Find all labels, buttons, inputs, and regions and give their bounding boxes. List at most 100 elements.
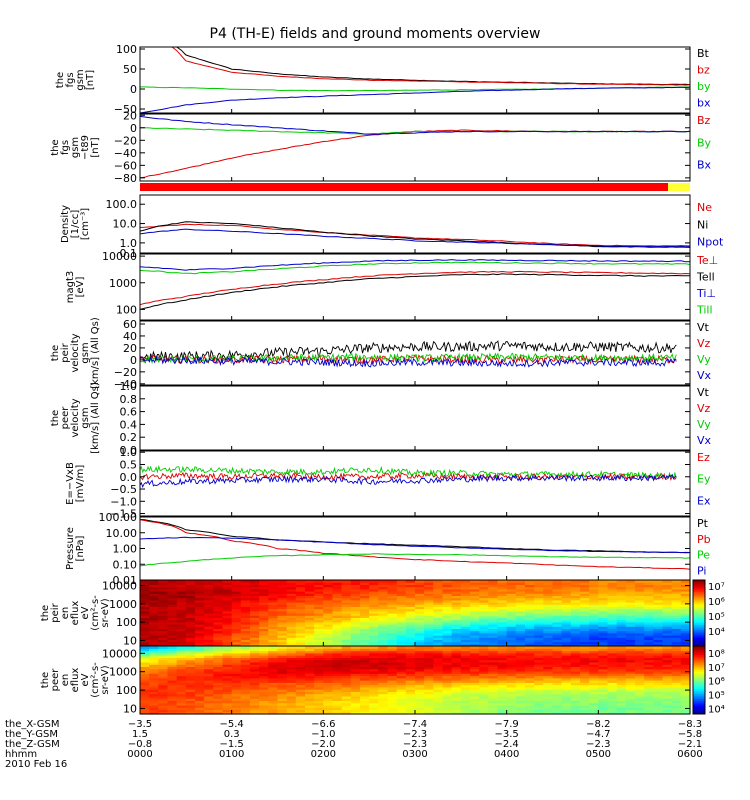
y-axis-label: gsm [80,407,91,428]
spectrogram-cell [424,666,434,670]
spectrogram-cell [295,650,306,654]
spectrogram-cell [644,626,654,629]
spectrogram-cell [570,582,581,585]
spectrogram-cell [506,693,517,697]
spectrogram-cell [213,639,224,643]
spectrogram-cell [470,630,480,634]
spectrogram-cell [589,664,599,667]
y-axis-label: gsm [75,69,86,90]
spectrogram-cell [149,695,159,699]
spectrogram-cell [506,595,517,599]
spectrogram-cell [360,668,370,672]
spectrogram-cell [277,580,288,583]
spectrogram-cell [625,606,636,610]
spectrogram-cell [635,680,645,683]
series-line-Till [139,261,691,275]
spectrogram-cell [488,610,499,614]
spectrogram-cell [369,608,379,612]
spectrogram-cell [470,659,480,663]
spectrogram-cell [424,584,434,588]
spectrogram-cell [662,639,673,643]
colorbar-segment [693,647,705,650]
spectrogram-cell [176,675,187,679]
spectrogram-cell [506,630,517,634]
spectrogram-cell [506,659,517,663]
spectrogram-cell [323,615,334,618]
spectrogram-cell [616,637,627,640]
spectrogram-cell [415,617,425,621]
spectrogram-cell [314,684,324,688]
spectrogram-cell [424,604,434,607]
y-tick-label: 0.0 [120,471,138,484]
spectrogram-cell [616,602,627,605]
spectrogram-cell [204,673,214,677]
spectrogram-cell [460,666,471,670]
spectrogram-cell [350,588,361,592]
spectrogram-cell [525,659,535,663]
spectrogram-cell [552,677,563,681]
spectrogram-cell [497,661,508,665]
spectrogram-cell [442,637,453,640]
spectrogram-cell [286,689,297,692]
spectrogram-cell [515,650,526,654]
spectrogram-cell [488,632,499,636]
spectrogram-cell [396,628,407,632]
spectrogram-cell [378,689,389,692]
spectrogram-cell [286,709,297,713]
spectrogram-cell [644,664,654,667]
spectrogram-cell [451,580,462,583]
spectrogram-cell [497,648,508,652]
spectrogram-cell [534,610,544,614]
spectrogram-cell [543,619,554,623]
spectrogram-cell [167,668,178,672]
spectrogram-cell [277,606,288,610]
spectrogram-cell [277,608,288,612]
spectrogram-cell [140,664,150,667]
spectrogram-cell [231,700,242,704]
spectrogram-cell [341,608,352,612]
spectrogram-cell [149,689,159,692]
spectrogram-cell [534,588,544,592]
spectrogram-cell [506,657,517,661]
spectrogram-cell [543,641,554,645]
series-line-Ex [139,473,677,488]
spectrogram-cell [433,652,444,656]
spectrogram-cell [314,635,324,638]
spectrogram-cell [525,637,535,640]
spectrogram-cell [460,702,471,706]
spectrogram-cell [405,661,416,665]
spectrogram-cell [305,582,315,585]
series-line-Pb [139,519,691,570]
spectrogram-cell [680,613,691,616]
spectrogram-cell [561,702,572,706]
spectrogram-cell [543,637,554,640]
spectrogram-cell [671,617,682,621]
spectrogram-cell [277,624,288,627]
spectrogram-cell [470,632,480,636]
spectrogram-cell [635,602,645,605]
spectrogram-cell [506,580,517,583]
spectrogram-cell [405,584,416,588]
spectrogram-cell [341,591,352,594]
spectrogram-cell [479,602,489,605]
spectrogram-cell [607,588,618,592]
spectrogram-cell [323,664,334,667]
legend-entry: Vz [697,337,711,350]
spectrogram-cell [488,677,499,681]
spectrogram-cell [268,613,279,616]
colorbar-segment [693,693,705,696]
spectrogram-cell [662,584,673,588]
spectrogram-cell [231,588,242,592]
spectrogram-cell [442,599,453,603]
spectrogram-cell [158,670,169,674]
spectrogram-cell [387,608,398,612]
spectrogram-cell [671,659,682,663]
spectrogram-cell [305,700,315,704]
spectrogram-cell [598,604,609,607]
spectrogram-cell [616,628,627,632]
spectrogram-cell [433,684,444,688]
spectrogram-cell [580,619,590,623]
spectrogram-cell [405,604,416,607]
y-axis-label: peir [50,602,61,622]
spectrogram-cell [185,661,196,665]
